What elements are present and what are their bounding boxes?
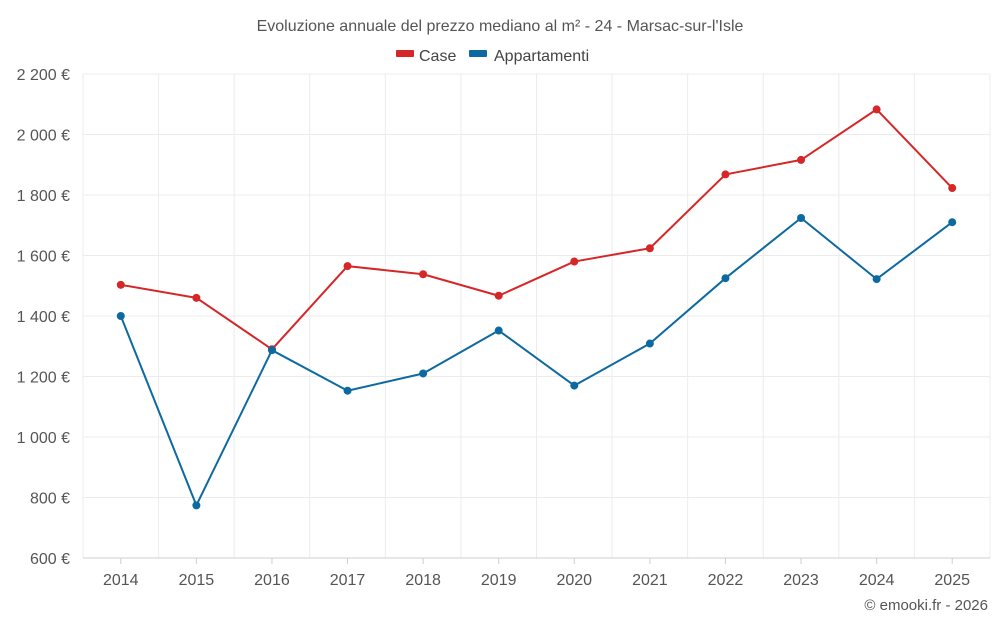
data-point-case: [570, 257, 579, 266]
data-point-appartamenti: [343, 386, 352, 395]
data-point-appartamenti: [267, 346, 276, 355]
data-point-case: [494, 291, 503, 300]
legend-swatch-appartamenti: [469, 50, 487, 57]
data-point-case: [192, 293, 201, 302]
x-tick-label: 2021: [632, 572, 668, 589]
data-point-case: [948, 184, 957, 193]
y-tick-label: 1 600 €: [17, 249, 70, 266]
data-point-case: [872, 105, 881, 114]
legend-label-appartamenti: Appartamenti: [494, 48, 589, 65]
x-tick-label: 2019: [481, 572, 517, 589]
series-line-appartamenti: [119, 216, 953, 507]
data-point-case: [797, 155, 806, 164]
series-layer: [116, 105, 957, 510]
x-tick-label: 2020: [556, 572, 592, 589]
data-point-case: [645, 244, 654, 253]
y-tick-label: 1 800 €: [17, 188, 70, 205]
data-point-case: [116, 280, 125, 289]
x-tick-label: 2023: [783, 572, 819, 589]
data-point-appartamenti: [116, 312, 125, 320]
series-line-case: [120, 108, 953, 351]
chart-title: Evoluzione annuale del prezzo mediano al…: [257, 18, 744, 35]
x-tick-label: 2015: [179, 572, 215, 589]
axes: 600 € 800 € 1 000 € 1 200 € 1 400 € 1 600 € 1 …: [17, 67, 990, 589]
legend-label-case: Case: [419, 48, 456, 65]
data-point-appartamenti: [797, 213, 806, 222]
y-tick-label: 1 400 €: [17, 309, 70, 326]
data-point-case: [343, 262, 352, 271]
y-tick-label: 1 200 €: [17, 370, 70, 387]
x-tick-label: 2016: [254, 572, 290, 589]
y-tick-label: 600 €: [30, 551, 70, 568]
data-point-appartamenti: [721, 274, 730, 283]
y-tick-label: 2 200 €: [17, 67, 70, 84]
data-point-appartamenti: [645, 339, 654, 348]
y-tick-label: 2 000 €: [17, 128, 70, 145]
grid: [82, 73, 991, 558]
x-tick-label: 2018: [405, 572, 441, 589]
data-point-case: [419, 270, 428, 279]
data-point-appartamenti: [419, 369, 428, 378]
data-point-appartamenti: [872, 275, 881, 284]
x-tick-label: 2022: [708, 572, 744, 589]
y-tick-label: 1 000 €: [17, 430, 70, 447]
credit-text: © emooki.fr - 2026: [864, 597, 988, 614]
data-point-appartamenti: [192, 501, 201, 510]
data-point-appartamenti: [570, 381, 579, 390]
legend: Case Appartamenti: [396, 48, 589, 65]
x-tick-label: 2024: [859, 572, 895, 589]
data-point-appartamenti: [948, 218, 957, 227]
y-tick-label: 800 €: [30, 491, 70, 508]
data-point-case: [721, 170, 730, 179]
x-tick-label: 2017: [330, 572, 366, 589]
legend-swatch-case: [396, 50, 414, 57]
x-tick-label: 2025: [934, 572, 970, 589]
x-tick-label: 2014: [103, 572, 139, 589]
data-point-appartamenti: [494, 326, 503, 335]
